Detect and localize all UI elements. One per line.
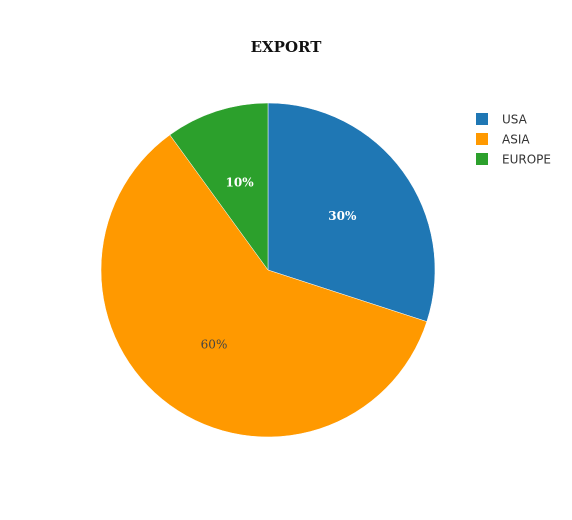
legend-swatch-europe [476,153,488,165]
legend-item-usa[interactable]: USA [476,113,528,127]
pie-slice-europe[interactable] [169,102,269,271]
pie-slice-label-asia: 60% [201,337,228,351]
pie-slice-asia[interactable] [100,134,428,438]
pie-slice-usa[interactable] [267,102,436,322]
legend-item-asia[interactable]: ASIA [476,133,530,147]
legend-item-europe[interactable]: EUROPE [476,153,551,167]
pie-slice-label-usa: 30% [328,209,357,223]
legend-swatch-usa [476,113,488,125]
legend-label-europe: EUROPE [502,153,551,167]
legend-swatch-asia [476,133,488,145]
legend-label-asia: ASIA [502,133,530,147]
legend: USA ASIA EUROPE [476,113,551,167]
legend-label-usa: USA [502,113,528,127]
pie-slice-label-europe: 10% [226,176,255,190]
chart-title: EXPORT [251,38,323,56]
pie-slices [100,102,436,438]
pie-slice-labels: 30% 60% 10% [201,176,357,352]
